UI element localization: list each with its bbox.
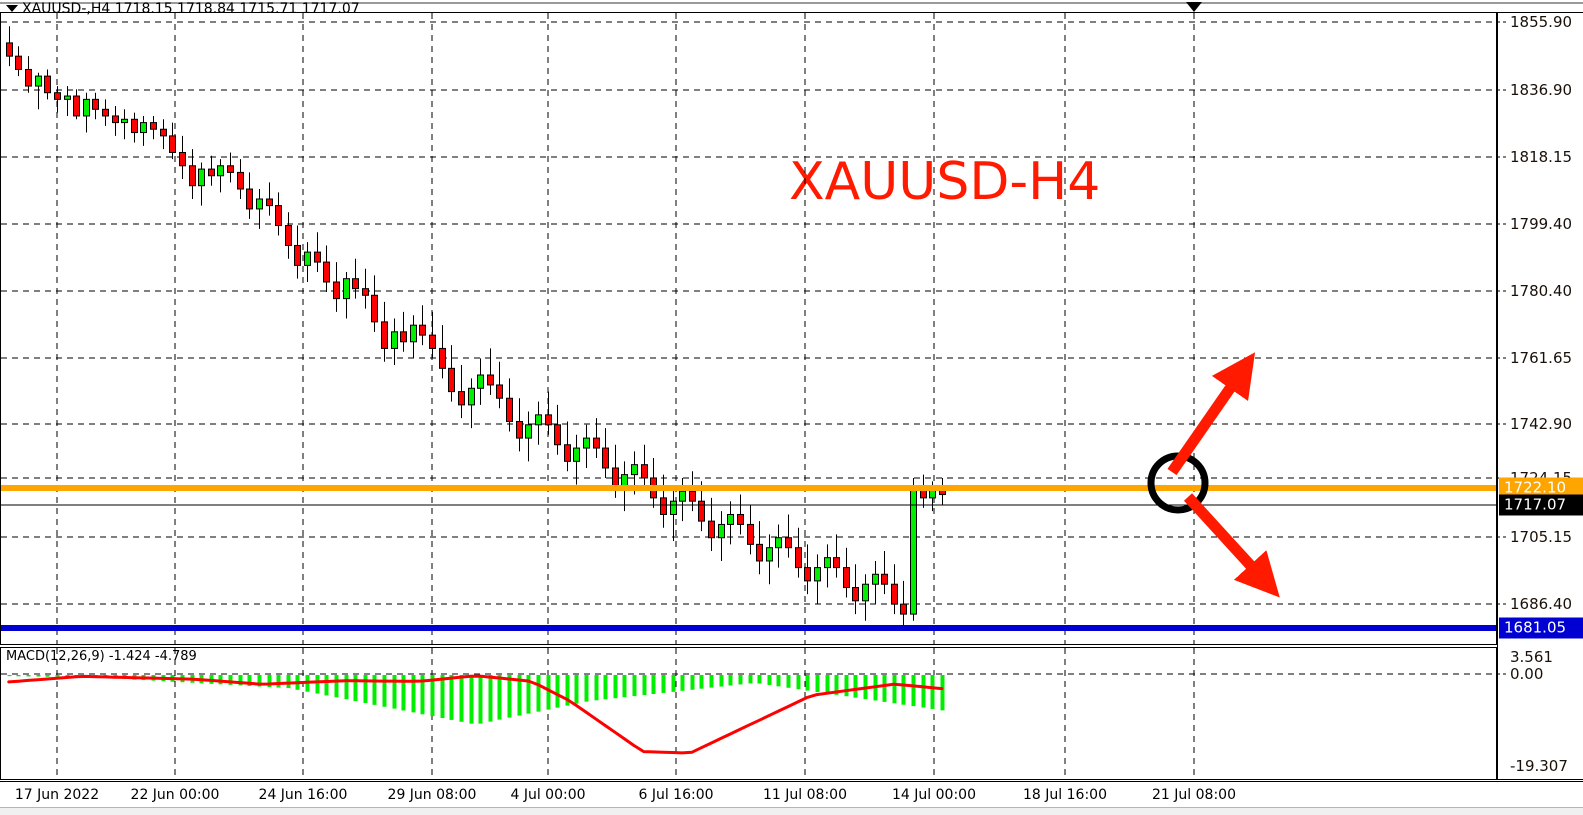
- macd-indicator-caption: MACD(12,26,9) -1.424 -4.789: [6, 649, 197, 664]
- price-panel-border: [0, 12, 1497, 645]
- triangle-down-icon[interactable]: [6, 5, 18, 12]
- price-tick-label: 1705.15: [1510, 528, 1573, 546]
- time-axis-label: 21 Jul 08:00: [1152, 787, 1236, 803]
- drawing-annotations: [1147, 352, 1280, 598]
- support-level-line-tag[interactable]: 1681.05: [1499, 617, 1583, 639]
- time-axis-label: 18 Jul 16:00: [1023, 787, 1107, 803]
- window-top-rule: [0, 0, 1583, 8]
- window-bottom-rule: [0, 807, 1583, 815]
- symbol-watermark: XAUUSD-H4: [789, 152, 1101, 212]
- macd-histogram: [7, 675, 945, 724]
- price-tick-label: 1780.40: [1510, 282, 1573, 300]
- chart-gridlines: [1, 13, 1508, 788]
- macd-tick-label: 3.561: [1510, 648, 1553, 666]
- time-axis-label: 22 Jun 00:00: [130, 787, 220, 803]
- time-axis-label: 24 Jun 16:00: [258, 787, 348, 803]
- price-tick-label: 1836.90: [1510, 81, 1573, 99]
- price-tick-label: 1855.90: [1510, 13, 1573, 31]
- time-axis-label: 29 Jun 08:00: [387, 787, 477, 803]
- macd-tick-label: -19.307: [1510, 757, 1568, 775]
- horizontal-price-levels: [1, 485, 1496, 631]
- time-axis-label: 17 Jun 2022: [14, 787, 100, 803]
- price-tick-label: 1686.40: [1510, 595, 1573, 613]
- ask-level-line-tag[interactable]: 1722.10: [1499, 477, 1583, 499]
- macd-signal-line: [7, 674, 944, 755]
- candlestick-series: [6, 26, 946, 628]
- macd-panel-border: [0, 647, 1497, 780]
- time-axis-label: 6 Jul 16:00: [638, 787, 714, 803]
- triangle-down-marker-icon: [1186, 2, 1202, 12]
- price-tick-label: 1742.90: [1510, 415, 1573, 433]
- price-tick-label: 1818.15: [1510, 148, 1573, 166]
- time-axis-label: 11 Jul 08:00: [763, 787, 847, 803]
- time-axis-label: 4 Jul 00:00: [510, 787, 586, 803]
- time-axis-strip: [0, 781, 1583, 807]
- time-axis-label: 14 Jul 00:00: [892, 787, 976, 803]
- bid-price-line-tag[interactable]: 1717.07: [1499, 494, 1583, 516]
- price-tick-label: 1799.40: [1510, 215, 1573, 233]
- chart-header-ohlc: XAUUSD-,H4 1718.15 1718.84 1715.71 1717.…: [22, 1, 360, 17]
- macd-tick-label: 0.00: [1510, 665, 1544, 683]
- price-tick-label: 1761.65: [1510, 349, 1573, 367]
